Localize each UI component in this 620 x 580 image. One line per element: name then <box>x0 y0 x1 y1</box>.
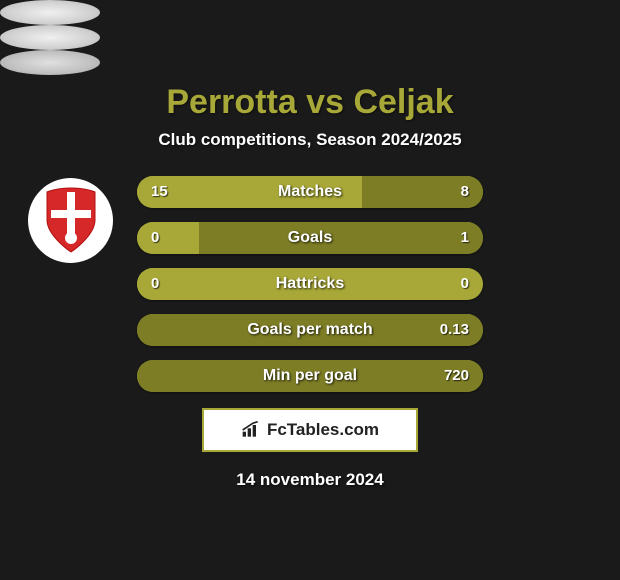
page-title: Perrotta vs Celjak <box>0 83 620 122</box>
bar-container: 01Goals <box>137 222 483 254</box>
comparison-card: Perrotta vs Celjak Club competitions, Se… <box>0 0 620 580</box>
page-subtitle: Club competitions, Season 2024/2025 <box>0 130 620 150</box>
bar-container: 00Hattricks <box>137 268 483 300</box>
player-right-ellipse-top <box>0 25 100 50</box>
bar-container: 0.13Goals per match <box>137 314 483 346</box>
player-left-ellipse-top <box>0 0 100 25</box>
stat-label: Goals <box>137 222 483 254</box>
stat-label: Min per goal <box>137 360 483 392</box>
stat-row: 0.13Goals per match <box>0 314 620 346</box>
stat-row: 01Goals <box>0 222 620 254</box>
brand-text: FcTables.com <box>267 420 379 440</box>
stat-row: 00Hattricks <box>0 268 620 300</box>
stats-container: 158Matches 01Goals 00Hattricks 0.13Goals pe… <box>0 176 620 392</box>
stat-row: 158Matches <box>0 176 620 208</box>
stat-label: Hattricks <box>137 268 483 300</box>
player-right-ellipse-bottom <box>0 50 100 75</box>
stat-label: Matches <box>137 176 483 208</box>
stat-row: 720Min per goal <box>0 360 620 392</box>
bar-container: 158Matches <box>137 176 483 208</box>
brand-footer[interactable]: FcTables.com <box>202 408 418 452</box>
bar-container: 720Min per goal <box>137 360 483 392</box>
stat-label: Goals per match <box>137 314 483 346</box>
chart-icon <box>241 421 261 439</box>
date-label: 14 november 2024 <box>0 470 620 490</box>
